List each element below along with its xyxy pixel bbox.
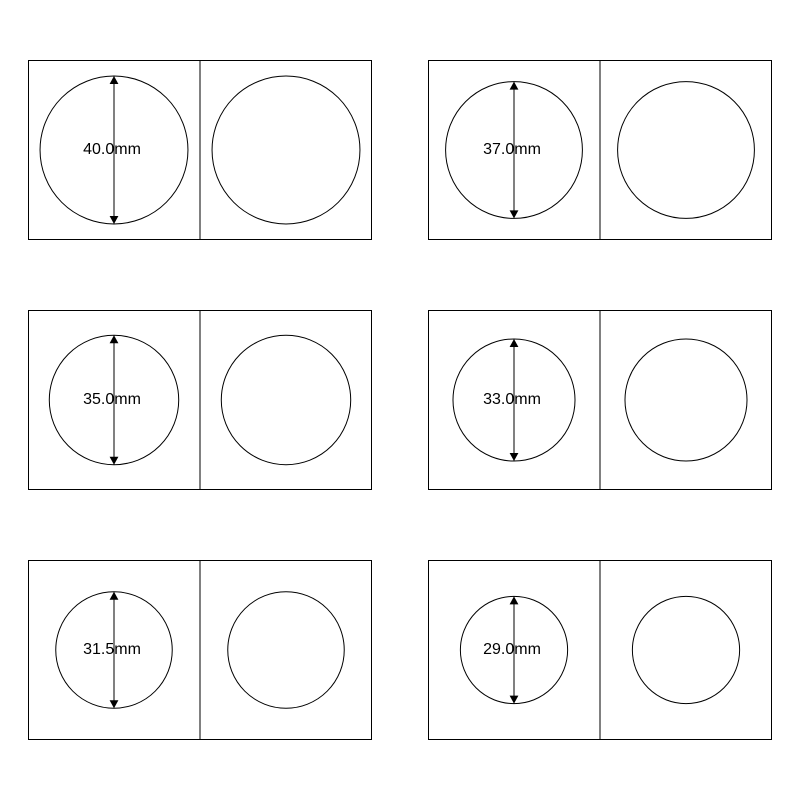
- size-card: 29.0mm: [428, 560, 772, 740]
- right-circle: [632, 596, 739, 703]
- right-circle: [212, 76, 360, 224]
- arrowhead-top: [510, 82, 519, 90]
- arrowhead-bottom: [110, 457, 119, 465]
- right-circle: [625, 339, 747, 461]
- size-grid: 40.0mm 37.0mm 35.0mm 33.0mm: [0, 0, 800, 800]
- arrowhead-bottom: [510, 696, 519, 704]
- arrowhead-bottom: [510, 210, 519, 218]
- dimension-label: 40.0mm: [83, 141, 141, 159]
- arrowhead-bottom: [110, 700, 119, 708]
- size-card: 37.0mm: [428, 60, 772, 240]
- arrowhead-top: [510, 596, 519, 604]
- right-circle: [228, 592, 344, 708]
- right-circle: [618, 82, 755, 219]
- size-card: 31.5mm: [28, 560, 372, 740]
- arrowhead-top: [110, 335, 119, 343]
- dimension-label: 35.0mm: [83, 391, 141, 409]
- dimension-label: 37.0mm: [483, 141, 541, 159]
- size-card: 33.0mm: [428, 310, 772, 490]
- dimension-label: 29.0mm: [483, 641, 541, 659]
- size-card: 40.0mm: [28, 60, 372, 240]
- arrowhead-bottom: [510, 453, 519, 461]
- dimension-label: 33.0mm: [483, 391, 541, 409]
- right-circle: [221, 335, 350, 464]
- dimension-label: 31.5mm: [83, 641, 141, 659]
- arrowhead-top: [510, 339, 519, 347]
- arrowhead-top: [110, 592, 119, 600]
- arrowhead-bottom: [110, 216, 119, 224]
- arrowhead-top: [110, 76, 119, 84]
- size-card: 35.0mm: [28, 310, 372, 490]
